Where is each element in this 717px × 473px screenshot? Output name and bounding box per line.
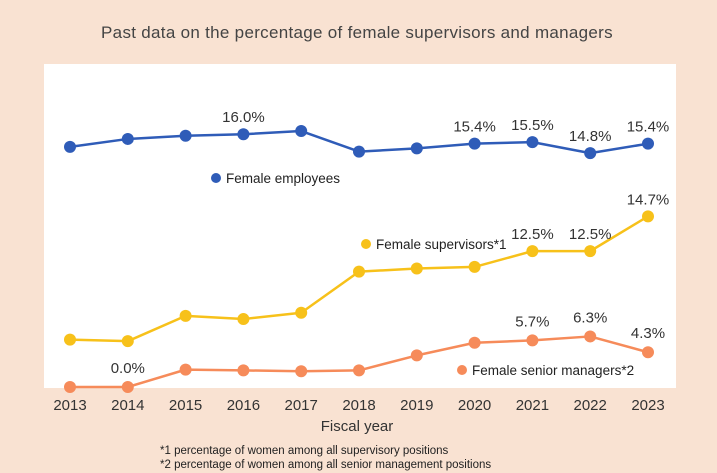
x-axis-label: Fiscal year bbox=[321, 418, 394, 435]
data-label-female-senior-managers-2-2022: 6.3% bbox=[573, 309, 607, 326]
x-tick-label-2017: 2017 bbox=[285, 397, 318, 414]
data-point-female-senior-managers-2-2015 bbox=[179, 363, 192, 376]
data-point-female-supervisors-1-2014 bbox=[121, 335, 134, 348]
data-point-female-senior-managers-2-2018 bbox=[353, 364, 365, 377]
data-point-female-employees-2013 bbox=[64, 140, 76, 153]
x-tick-label-2018: 2018 bbox=[342, 397, 375, 414]
data-point-female-senior-managers-2-2023 bbox=[642, 346, 654, 359]
data-point-female-supervisors-1-2020 bbox=[468, 260, 481, 273]
legend-marker-female-employees bbox=[211, 173, 221, 183]
data-point-female-senior-managers-2-2016 bbox=[237, 364, 250, 377]
x-tick-label-2020: 2020 bbox=[458, 397, 491, 414]
data-label-female-employees-2016: 16.0% bbox=[222, 109, 265, 126]
data-point-female-employees-2014 bbox=[121, 132, 134, 145]
plot-area bbox=[44, 64, 676, 388]
data-point-female-senior-managers-2-2020 bbox=[468, 336, 481, 349]
data-label-female-senior-managers-2-2023: 4.3% bbox=[631, 325, 665, 342]
legend-marker-female-supervisors-1 bbox=[361, 239, 371, 249]
legend-marker-female-senior-managers-2 bbox=[457, 365, 467, 375]
data-label-female-senior-managers-2-2021: 5.7% bbox=[515, 313, 549, 330]
data-point-female-senior-managers-2-2014 bbox=[121, 381, 134, 393]
data-point-female-senior-managers-2-2017 bbox=[295, 365, 308, 378]
data-point-female-senior-managers-2-2022 bbox=[584, 330, 597, 343]
chart-title: Past data on the percentage of female su… bbox=[101, 23, 613, 42]
footnote-1: *1 percentage of women among all supervi… bbox=[160, 445, 449, 457]
data-point-female-supervisors-1-2013 bbox=[64, 333, 76, 346]
data-point-female-employees-2019 bbox=[410, 142, 423, 155]
data-label-female-employees-2020: 15.4% bbox=[453, 119, 496, 136]
data-point-female-supervisors-1-2019 bbox=[410, 262, 423, 275]
series-points bbox=[64, 125, 654, 393]
data-point-female-supervisors-1-2023 bbox=[642, 210, 654, 223]
data-point-female-employees-2022 bbox=[584, 147, 597, 160]
data-point-female-employees-2020 bbox=[468, 137, 481, 150]
x-axis-ticks: 2013 2014 2015 2016 2017 2018 2019 2020 2021 2022… bbox=[53, 397, 664, 414]
data-labels: 16.0% 15.4% 15.5% 14.8% 15.4% 12.5% 12.5% 14.7%… bbox=[111, 109, 670, 377]
legend-label-female-senior-managers-2: Female senior managers*2 bbox=[472, 363, 634, 378]
x-tick-label-2022: 2022 bbox=[574, 397, 607, 414]
x-tick-label-2021: 2021 bbox=[516, 397, 549, 414]
data-point-female-senior-managers-2-2019 bbox=[410, 349, 423, 362]
data-label-female-employees-2023: 15.4% bbox=[627, 119, 670, 136]
legend-label-female-employees: Female employees bbox=[226, 171, 340, 186]
data-label-female-senior-managers-2-2014: 0.0% bbox=[111, 360, 145, 377]
data-label-female-supervisors-1-2022: 12.5% bbox=[569, 226, 612, 243]
legend-label-female-supervisors-1: Female supervisors*1 bbox=[376, 237, 507, 252]
x-tick-label-2014: 2014 bbox=[111, 397, 144, 414]
footnote-2: *2 percentage of women among all senior … bbox=[160, 459, 491, 471]
x-tick-label-2013: 2013 bbox=[53, 397, 86, 414]
data-label-female-supervisors-1-2021: 12.5% bbox=[511, 226, 554, 243]
data-label-female-employees-2021: 15.5% bbox=[511, 117, 554, 134]
legend: Female employees Female supervisors*1 Fema… bbox=[211, 171, 634, 378]
data-point-female-supervisors-1-2022 bbox=[584, 245, 597, 258]
data-point-female-senior-managers-2-2013 bbox=[64, 381, 76, 393]
data-point-female-supervisors-1-2016 bbox=[237, 313, 250, 326]
x-tick-label-2019: 2019 bbox=[400, 397, 433, 414]
data-point-female-employees-2015 bbox=[179, 129, 192, 142]
data-point-female-employees-2018 bbox=[353, 145, 365, 158]
x-tick-label-2023: 2023 bbox=[631, 397, 664, 414]
data-point-female-employees-2016 bbox=[237, 128, 250, 141]
data-point-female-senior-managers-2-2021 bbox=[526, 334, 539, 347]
data-point-female-supervisors-1-2018 bbox=[353, 265, 365, 278]
data-label-female-supervisors-1-2023: 14.7% bbox=[627, 191, 670, 208]
data-label-female-employees-2022: 14.8% bbox=[569, 128, 612, 145]
data-point-female-employees-2017 bbox=[295, 125, 308, 138]
data-point-female-employees-2023 bbox=[642, 137, 654, 150]
data-point-female-employees-2021 bbox=[526, 136, 539, 149]
data-point-female-supervisors-1-2021 bbox=[526, 245, 539, 258]
x-tick-label-2016: 2016 bbox=[227, 397, 260, 414]
data-point-female-supervisors-1-2017 bbox=[295, 306, 308, 319]
data-point-female-supervisors-1-2015 bbox=[179, 309, 192, 322]
x-tick-label-2015: 2015 bbox=[169, 397, 202, 414]
